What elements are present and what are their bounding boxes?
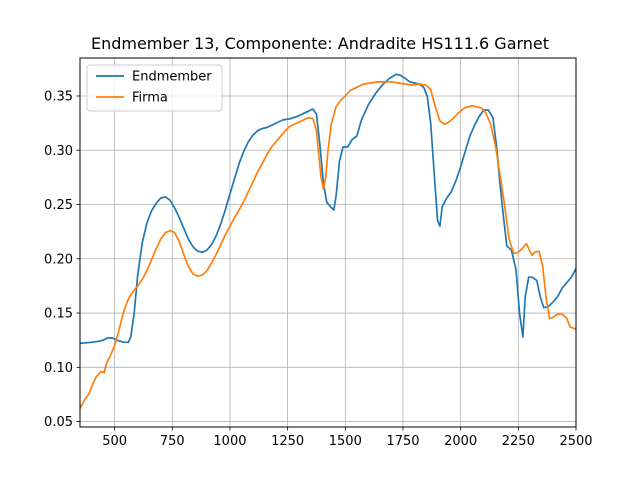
y-tick-label: 0.30 <box>44 144 73 159</box>
y-tick-label: 0.25 <box>44 198 73 213</box>
x-tick-label: 1500 <box>329 434 362 449</box>
series-line-endmember <box>80 73 576 345</box>
x-tick-label: 1750 <box>386 434 419 449</box>
x-axis: 500 750 1000 1250 1500 1750 2000 2250 2500 <box>102 427 593 449</box>
legend-label: Firma <box>132 91 168 106</box>
x-tick-label: 2500 <box>559 434 592 449</box>
x-tick-label: 500 <box>102 434 127 449</box>
x-tick-label: 2250 <box>502 434 535 449</box>
y-tick-label: 0.35 <box>44 89 73 104</box>
chart-title: Endmember 13, Componente: Andradite HS11… <box>91 34 549 53</box>
series-group <box>80 73 576 409</box>
x-tick-label: 2000 <box>444 434 477 449</box>
plot-frame <box>79 57 577 428</box>
y-tick-label: 0.05 <box>44 415 73 430</box>
legend-label: Endmember <box>132 70 212 85</box>
x-tick-label: 1000 <box>213 434 246 449</box>
y-tick-label: 0.20 <box>44 252 73 267</box>
x-tick-label: 750 <box>160 434 185 449</box>
y-tick-label: 0.10 <box>44 361 73 376</box>
y-tick-label: 0.15 <box>44 307 73 322</box>
x-tick-label: 1250 <box>271 434 304 449</box>
y-axis: 0.05 0.10 0.15 0.20 0.25 0.30 0.35 <box>44 89 80 430</box>
legend: Endmember Firma <box>86 64 223 112</box>
series-line-firma <box>80 81 576 409</box>
